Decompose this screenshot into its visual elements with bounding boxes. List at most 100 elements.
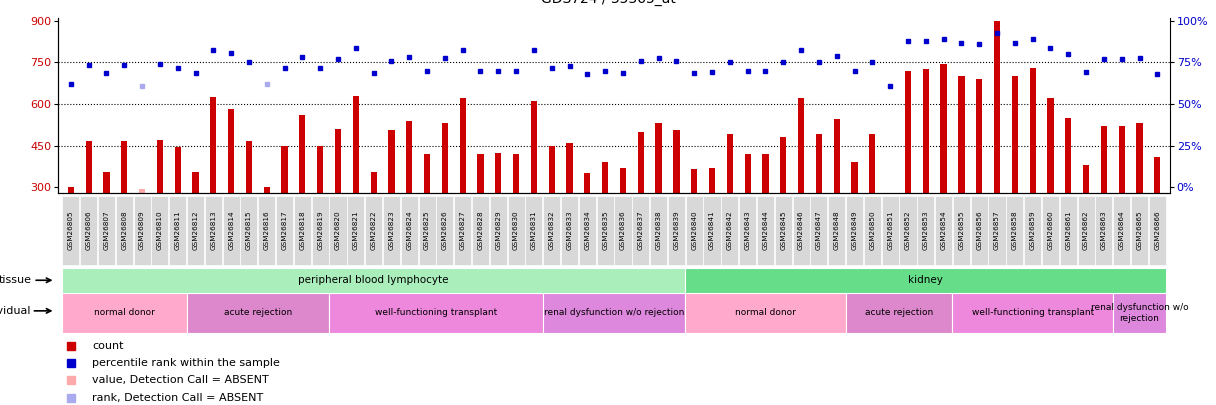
Bar	[762, 154, 769, 193]
Bar	[85, 141, 91, 193]
Text: GSM26831: GSM26831	[531, 211, 537, 250]
Bar	[437, 196, 454, 265]
Text: GSM26826: GSM26826	[441, 211, 447, 250]
Bar	[579, 196, 596, 265]
Text: GSM26813: GSM26813	[210, 211, 216, 250]
Bar	[192, 172, 198, 193]
Bar	[281, 145, 288, 193]
Text: GSM26814: GSM26814	[229, 211, 235, 250]
Bar	[418, 196, 435, 265]
Bar	[223, 196, 240, 265]
Bar	[1030, 68, 1036, 193]
Bar	[495, 153, 501, 193]
Bar	[294, 196, 311, 265]
Text: GSM26859: GSM26859	[1030, 211, 1036, 250]
Text: GSM26849: GSM26849	[851, 211, 857, 250]
Bar	[632, 196, 649, 265]
Text: rank, Detection Call = ABSENT: rank, Detection Call = ABSENT	[92, 393, 264, 403]
Bar	[976, 79, 983, 193]
Text: renal dysfunction w/o rejection: renal dysfunction w/o rejection	[544, 308, 685, 318]
Text: GSM26843: GSM26843	[744, 211, 750, 250]
Bar	[1119, 126, 1125, 193]
Bar	[651, 196, 668, 265]
Bar	[187, 196, 204, 265]
Text: individual: individual	[0, 306, 30, 316]
Text: GSM26854: GSM26854	[941, 211, 946, 250]
Bar	[1077, 196, 1094, 265]
Text: GSM26816: GSM26816	[264, 211, 270, 250]
Bar	[970, 196, 987, 265]
Bar	[1096, 196, 1113, 265]
Text: GSM26827: GSM26827	[460, 211, 466, 250]
Text: GSM26856: GSM26856	[976, 211, 983, 250]
Bar	[441, 124, 447, 193]
Text: GSM26860: GSM26860	[1047, 211, 1053, 250]
Bar	[139, 189, 145, 193]
Bar	[1024, 196, 1041, 265]
Text: GSM26807: GSM26807	[103, 211, 109, 250]
Text: renal dysfunction w/o
rejection: renal dysfunction w/o rejection	[1091, 303, 1188, 322]
Text: GSM26805: GSM26805	[68, 211, 74, 250]
Bar	[401, 196, 418, 265]
Text: GSM26862: GSM26862	[1083, 211, 1090, 250]
Bar	[472, 196, 489, 265]
Bar	[68, 187, 74, 193]
Bar	[863, 196, 880, 265]
Bar	[834, 119, 840, 193]
Bar	[793, 196, 810, 265]
Bar	[276, 196, 293, 265]
Bar	[348, 196, 365, 265]
Text: GSM26846: GSM26846	[798, 211, 804, 250]
Text: GSM26842: GSM26842	[727, 211, 733, 250]
Bar	[62, 268, 686, 293]
Text: GSM26834: GSM26834	[585, 211, 590, 250]
Bar	[882, 196, 899, 265]
Bar	[371, 172, 377, 193]
Text: GSM26851: GSM26851	[888, 211, 894, 250]
Bar	[98, 196, 116, 265]
Bar	[691, 169, 697, 193]
Bar	[507, 196, 524, 265]
Text: GSM26815: GSM26815	[246, 211, 252, 250]
Bar	[816, 134, 822, 193]
Bar	[383, 196, 400, 265]
Bar	[1149, 196, 1166, 265]
Text: normal donor: normal donor	[734, 308, 796, 318]
Text: GSM26865: GSM26865	[1137, 211, 1143, 250]
Text: GSM26837: GSM26837	[638, 211, 643, 250]
Bar	[923, 69, 929, 193]
Bar	[525, 196, 542, 265]
Bar	[900, 196, 917, 265]
Bar	[317, 145, 323, 193]
Text: GSM26855: GSM26855	[958, 211, 964, 250]
Text: GSM26811: GSM26811	[175, 211, 181, 250]
Bar	[709, 168, 715, 193]
Bar	[1137, 124, 1143, 193]
Text: kidney: kidney	[908, 275, 944, 285]
Bar	[353, 96, 359, 193]
Text: GSM26848: GSM26848	[834, 211, 840, 250]
Bar	[330, 196, 347, 265]
Bar	[935, 196, 952, 265]
Bar	[686, 196, 703, 265]
Bar	[151, 196, 169, 265]
Text: peripheral blood lymphocyte: peripheral blood lymphocyte	[298, 275, 449, 285]
Bar	[1083, 165, 1090, 193]
Bar	[952, 293, 1113, 333]
Bar	[810, 196, 827, 265]
Bar	[1131, 196, 1148, 265]
Bar	[775, 196, 792, 265]
Bar	[299, 115, 305, 193]
Text: GSM26858: GSM26858	[1012, 211, 1018, 250]
Bar	[668, 196, 685, 265]
Bar	[1100, 126, 1107, 193]
Bar	[781, 137, 787, 193]
Text: GSM26829: GSM26829	[495, 211, 501, 250]
Bar	[1007, 196, 1024, 265]
Bar	[1042, 196, 1059, 265]
Text: GSM26825: GSM26825	[424, 211, 430, 250]
Text: GSM26824: GSM26824	[406, 211, 412, 250]
Bar	[548, 145, 554, 193]
Text: GSM26841: GSM26841	[709, 211, 715, 250]
Bar	[1012, 76, 1018, 193]
